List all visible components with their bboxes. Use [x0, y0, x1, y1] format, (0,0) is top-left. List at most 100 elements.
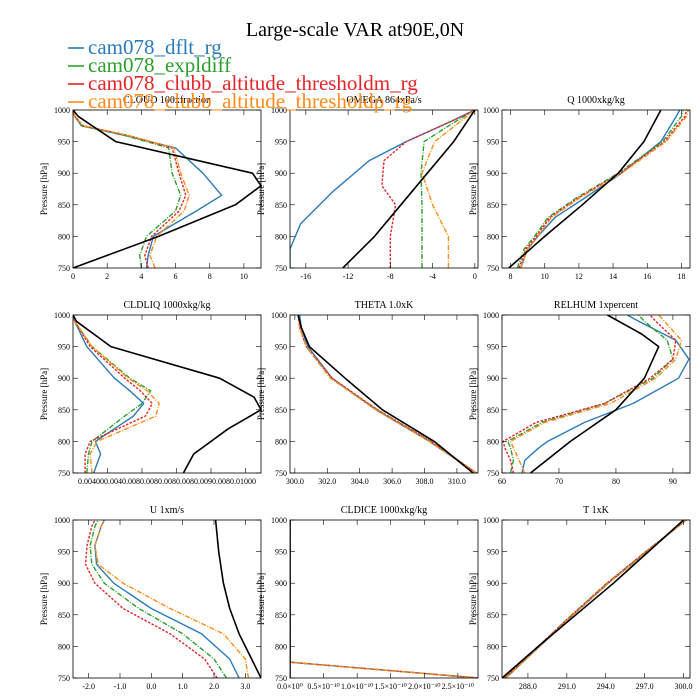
- series-line-thrp: [297, 315, 477, 473]
- x-tick-label: -4: [429, 272, 436, 281]
- curves: [84, 520, 261, 678]
- x-tick-label: 10: [240, 272, 248, 281]
- series-line-expl: [73, 110, 182, 268]
- x-tick-label: 1.5×10⁻¹⁰: [375, 682, 407, 691]
- y-tick-label: 800: [275, 437, 287, 446]
- panel-6: 750 800 850 900 950 1000 60 70 80 90 RELHUM 1xperc…: [468, 300, 691, 486]
- y-tick-label: 1000: [271, 311, 287, 320]
- curves: [290, 110, 476, 268]
- x-tick-label: 8: [509, 272, 513, 281]
- y-axis-label: Pressure [hPa]: [39, 368, 49, 420]
- plot-frame: [501, 314, 691, 474]
- y-axis-label: Pressure [hPa]: [468, 368, 478, 420]
- x-tick-label: 294.0: [597, 682, 615, 691]
- x-tick-label: 18: [677, 272, 685, 281]
- series-line-thrp: [421, 110, 476, 268]
- y-tick-label: 950: [487, 138, 499, 147]
- series-line-obs: [502, 520, 685, 678]
- series-line-obs: [214, 520, 261, 678]
- y-tick-label: 900: [58, 374, 70, 383]
- panel-title: RELHUM 1xpercent: [554, 300, 638, 311]
- y-tick-label: 900: [275, 374, 287, 383]
- x-tick-label: 306.0: [383, 477, 401, 486]
- panel-3: 750 800 850 900 950 1000 8 10 12 14 16 18 Q 1000xkg/…: [468, 95, 691, 281]
- x-tick-label: 12: [575, 272, 583, 281]
- y-tick-label: 850: [487, 201, 499, 210]
- y-tick-label: 800: [58, 437, 70, 446]
- series-line-thrp: [290, 520, 478, 678]
- x-tick-label: 2.5×10⁻¹⁰: [442, 682, 474, 691]
- y-tick-label: 750: [487, 674, 499, 683]
- series-line-thrp: [505, 520, 687, 678]
- series-line-expl: [89, 520, 228, 678]
- y-tick-label: 750: [487, 469, 499, 478]
- x-tick-label: 70: [555, 477, 563, 486]
- series-line-dflt: [290, 520, 478, 678]
- y-tick-label: 950: [487, 343, 499, 352]
- y-tick-label: 1000: [54, 106, 70, 115]
- series-line-dflt: [299, 315, 477, 473]
- y-tick-label: 950: [58, 343, 70, 352]
- x-tick-label: -2.0: [82, 682, 95, 691]
- x-tick-label: 90: [669, 477, 677, 486]
- x-tick-label: 10: [541, 272, 549, 281]
- series-line-obs: [530, 315, 660, 473]
- curves: [502, 520, 687, 678]
- panel-title: T 1xK: [583, 505, 609, 516]
- y-axis-label: Pressure [hPa]: [468, 163, 478, 215]
- legend-label: cam078_expldiff: [88, 53, 231, 77]
- y-tick-label: 950: [58, 138, 70, 147]
- y-axis-label: Pressure [hPa]: [256, 368, 266, 420]
- y-tick-label: 750: [275, 264, 287, 273]
- y-axis-label: Pressure [hPa]: [468, 573, 478, 625]
- x-tick-label: 291.0: [558, 682, 576, 691]
- panel-7: 750 800 850 900 950 1000 -2.0 -1.0 0.0 1.0 2.0 3.0 U…: [39, 505, 262, 691]
- series-line-expl: [297, 315, 477, 473]
- y-tick-label: 850: [58, 611, 70, 620]
- x-tick-label: 300.0: [286, 477, 304, 486]
- series-line-expl: [420, 110, 476, 268]
- x-tick-label: 0.0×10⁰: [277, 682, 303, 691]
- figure-title: Large-scale VAR at90E,0N: [246, 19, 464, 41]
- y-axis-label: Pressure [hPa]: [256, 573, 266, 625]
- x-tick-label: 8: [208, 272, 212, 281]
- panel-title: CLOUD 100xfraction: [123, 95, 211, 106]
- y-tick-label: 1000: [483, 311, 499, 320]
- x-tick-label: -16: [301, 272, 312, 281]
- y-tick-label: 1000: [483, 516, 499, 525]
- y-tick-label: 800: [487, 437, 499, 446]
- x-tick-label: 0.004000.0040.0080.0080.0080.0080.0090.0…: [78, 477, 256, 486]
- legend-label: cam078_clubb_altitude_thresholdm_rg: [88, 71, 418, 95]
- y-tick-label: 750: [487, 264, 499, 273]
- y-tick-label: 900: [58, 579, 70, 588]
- y-tick-label: 800: [58, 232, 70, 241]
- curves: [290, 520, 478, 678]
- y-tick-label: 800: [487, 642, 499, 651]
- x-tick-label: 0: [71, 272, 75, 281]
- x-tick-label: 60: [498, 477, 506, 486]
- series-line-thrp: [94, 520, 250, 678]
- series-line-thrm: [502, 315, 677, 473]
- y-tick-label: 800: [487, 232, 499, 241]
- x-tick-label: 304.0: [351, 477, 369, 486]
- legend-label: cam078_clubb_altitude_thresholdp_rg: [88, 89, 412, 113]
- y-axis-label: Pressure [hPa]: [256, 163, 266, 215]
- x-tick-label: 0.5×10⁻¹⁰: [307, 682, 339, 691]
- series-line-dflt: [73, 110, 223, 268]
- legend: cam078_dflt_rgcam078_expldiffcam078_club…: [68, 35, 418, 113]
- curves: [508, 110, 689, 268]
- series-line-thrm: [73, 315, 153, 473]
- y-tick-label: 1000: [271, 516, 287, 525]
- panel-title: OMEGA 864xPa/s: [346, 95, 421, 106]
- panel-title: U 1xm/s: [150, 505, 184, 516]
- series-line-dflt: [73, 315, 145, 473]
- series-line-thrm: [518, 110, 688, 268]
- y-tick-label: 900: [275, 579, 287, 588]
- series-line-thrp: [509, 315, 683, 473]
- x-tick-label: 300.0: [675, 682, 693, 691]
- legend-label: cam078_dflt_rg: [88, 35, 222, 59]
- series-line-obs: [297, 315, 474, 473]
- series-line-dflt: [521, 315, 690, 473]
- series-line-thrm: [84, 520, 218, 678]
